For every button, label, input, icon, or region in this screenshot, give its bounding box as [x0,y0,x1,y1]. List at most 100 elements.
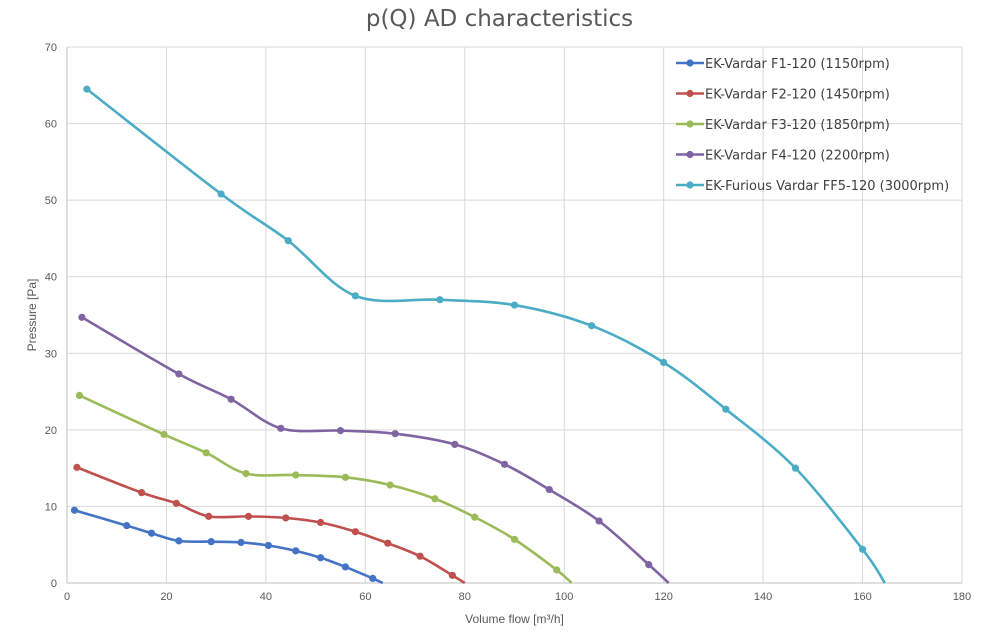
x-tick-label: 80 [459,591,471,603]
data-point [553,566,561,574]
data-point [75,391,84,399]
x-tick-label: 60 [359,591,371,603]
data-point [431,495,439,503]
data-point [244,512,253,520]
series-2 [73,463,466,585]
data-point [277,424,285,432]
series-line [74,509,384,585]
data-point [237,538,245,547]
data-point [351,528,359,536]
data-point [264,541,272,550]
data-point [471,513,479,521]
x-tick-label: 180 [953,591,971,603]
axes: 0 20 40 60 80 100 120 140 160 180 0 10 20 30 40 50 60 70 [45,42,971,603]
data-point [451,440,459,449]
data-point [369,574,377,583]
data-point [242,469,250,478]
legend-swatch-marker [686,59,694,67]
y-tick-label: 30 [45,348,57,360]
legend-item[interactable]: EK-Vardar F3-120 (1850rpm) [676,118,890,133]
legend-swatch-marker [686,120,694,128]
data-point [510,535,519,543]
data-point [587,322,596,330]
legend-item[interactable]: EK-Vardar F1-120 (1150rpm) [676,57,890,72]
y-tick-label: 10 [45,501,57,513]
data-point [722,405,730,413]
data-point [791,464,800,472]
x-axis-title: Volume flow [m³/h] [465,612,564,626]
data-point [448,571,456,579]
series-group [70,85,887,585]
legend-label: EK-Vardar F4-120 (2200rpm) [705,149,890,164]
data-point [416,552,424,560]
y-tick-label: 0 [51,578,57,590]
data-point [172,499,180,507]
y-tick-label: 70 [45,42,57,54]
series-line [76,466,466,585]
y-tick-label: 60 [45,119,57,131]
data-point [391,430,399,438]
data-point [341,563,350,571]
data-point [341,473,350,481]
data-point [175,370,183,378]
data-point [282,514,290,522]
data-point [227,395,235,403]
data-point [137,489,146,497]
y-tick-label: 20 [45,425,57,437]
x-tick-label: 40 [260,591,272,603]
legend-label: EK-Furious Vardar FF5-120 (3000rpm) [705,179,949,194]
data-point [510,301,519,309]
data-point [73,463,81,471]
data-point [858,545,867,553]
data-point [175,537,183,545]
y-axis-title: Pressure [Pa] [25,279,39,352]
data-point [595,517,603,525]
legend[interactable]: EK-Vardar F1-120 (1150rpm) EK-Vardar F2-1… [676,57,949,194]
series-line [78,394,573,584]
data-point [386,481,394,489]
data-point [217,190,225,198]
x-tick-label: 120 [654,591,672,603]
data-point [316,518,325,527]
data-point [205,512,213,520]
data-point [70,506,79,514]
data-point [292,547,300,555]
legend-label: EK-Vardar F2-120 (1450rpm) [705,88,890,103]
data-point [436,296,444,304]
data-point [645,561,653,569]
data-point [123,521,131,530]
y-tick-label: 50 [45,195,57,207]
chart-title: p(Q) AD characteristics [365,6,634,32]
series-1 [70,506,384,585]
data-point [384,539,392,547]
data-point [83,85,91,93]
data-point [160,430,168,439]
series-line [81,316,670,584]
data-point [147,529,156,537]
data-point [78,313,86,321]
data-point [500,460,509,468]
x-tick-label: 0 [64,591,70,603]
data-point [207,538,215,546]
data-point [351,292,359,300]
data-point [292,471,300,479]
x-tick-label: 100 [555,591,573,603]
series-5 [83,85,887,584]
x-tick-label: 160 [853,591,871,603]
legend-item[interactable]: EK-Vardar F4-120 (2200rpm) [676,149,890,164]
series-4 [78,313,670,584]
series-3 [75,391,573,584]
data-point [545,485,553,494]
legend-swatch-marker [686,181,694,189]
x-tick-label: 20 [160,591,172,603]
data-point [284,237,292,245]
legend-item[interactable]: EK-Furious Vardar FF5-120 (3000rpm) [676,179,949,194]
y-tick-label: 40 [45,272,57,284]
data-point [660,358,668,367]
legend-label: EK-Vardar F1-120 (1150rpm) [705,57,890,72]
legend-swatch-marker [686,89,694,98]
data-point [316,554,325,562]
legend-label: EK-Vardar F3-120 (1850rpm) [705,118,890,133]
legend-item[interactable]: EK-Vardar F2-120 (1450rpm) [676,88,890,103]
